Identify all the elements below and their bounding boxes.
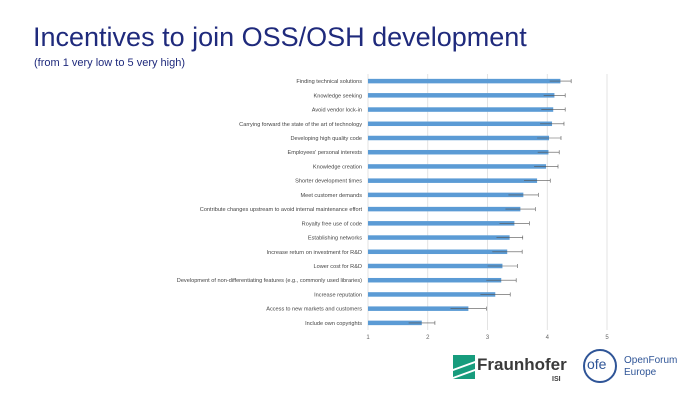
x-tick-label: 2 — [426, 335, 430, 341]
category-label: Developing high quality code — [290, 136, 362, 142]
fraunhofer-sub: ISI — [552, 376, 561, 383]
bar — [368, 93, 555, 98]
bar — [368, 235, 510, 240]
bar — [368, 277, 502, 283]
category-label: Royalty free use of code — [302, 221, 362, 227]
ofe-logo-icon — [583, 349, 617, 383]
category-label: Shorter development times — [295, 179, 362, 185]
ofe-abbr: ofe — [587, 356, 607, 372]
category-label: Employees' personal interests — [288, 150, 363, 156]
bar — [368, 221, 515, 226]
category-label: Knowledge creation — [313, 164, 362, 170]
bar — [368, 263, 503, 269]
x-tick-label: 4 — [546, 335, 550, 341]
slide-title: Incentives to join OSS/OSH development — [33, 22, 527, 52]
category-label: Increase return on investment for R&D — [267, 250, 362, 256]
bars — [368, 78, 561, 326]
x-tick-labels: 1 2 3 4 5 — [366, 335, 609, 341]
bar — [368, 149, 549, 155]
category-label: Access to new markets and customers — [266, 307, 362, 313]
bar — [368, 164, 547, 169]
ofe-name: OpenForum Europe — [624, 355, 678, 378]
x-tick-label: 1 — [366, 335, 370, 341]
bar — [368, 306, 469, 311]
category-label: Carrying forward the state of the art of… — [239, 122, 362, 128]
category-label: Development of non-differentiating featu… — [177, 278, 362, 284]
error-bars — [408, 79, 572, 325]
bar — [368, 292, 496, 297]
fraunhofer-logo-icon — [453, 355, 475, 384]
category-label: Finding technical solutions — [296, 79, 362, 85]
fraunhofer-name: Fraunhofer — [477, 355, 567, 374]
category-label: Establishing networks — [308, 236, 362, 242]
bar — [368, 107, 554, 112]
category-label: Include own copyrights — [305, 321, 362, 327]
bar — [368, 249, 508, 255]
bar — [368, 135, 550, 141]
x-tick-label: 5 — [605, 335, 609, 341]
category-labels: Finding technical solutions Knowledge see… — [177, 79, 363, 327]
bar — [368, 320, 422, 326]
bar — [368, 178, 538, 183]
slide-subtitle: (from 1 very low to 5 very high) — [34, 57, 185, 69]
bar — [368, 192, 524, 198]
category-label: Contribute changes upstream to avoid int… — [200, 207, 363, 213]
category-label: Meet customer demands — [300, 193, 362, 199]
grid-lines — [367, 74, 608, 330]
bar-chart: Finding technical solutions Knowledge see… — [177, 74, 609, 341]
bar — [368, 121, 553, 127]
category-label: Knowledge seeking — [313, 93, 362, 99]
category-label: Increase reputation — [314, 292, 362, 298]
x-tick-label: 3 — [486, 335, 490, 341]
category-label: Avoid vendor lock-in — [312, 108, 362, 114]
bar — [368, 78, 561, 84]
category-label: Lower cost for R&D — [314, 264, 363, 270]
bar — [368, 206, 521, 212]
